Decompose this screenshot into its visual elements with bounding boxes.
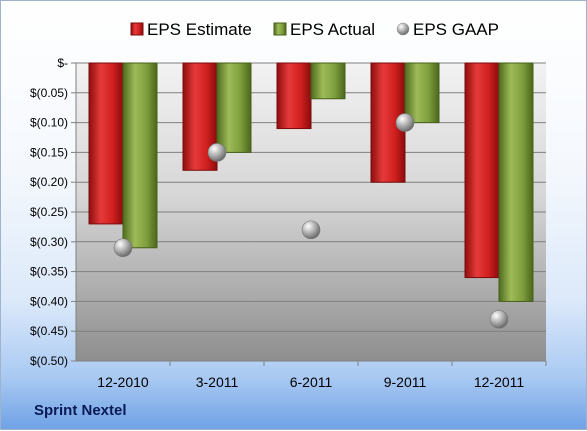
legend-estimate-swatch [130,22,144,36]
y-tick-label: $(0.40) [30,294,68,308]
x-tick-label: 12-2010 [97,374,149,390]
y-tick-label: $- [57,56,68,70]
eps-gaap-marker [113,238,133,258]
eps-actual-bar [404,62,440,124]
eps-estimate-bar [88,62,124,225]
eps-actual-bar [310,62,346,100]
y-tick-label: $(0.15) [30,145,68,159]
y-tick-label: $(0.10) [30,116,68,130]
x-tick-label: 3-2011 [196,374,239,390]
y-tick-label: $(0.25) [30,205,68,219]
legend-label: EPS Estimate [147,20,252,39]
y-tick-label: $(0.05) [30,86,68,100]
x-tick-label: 9-2011 [384,374,427,390]
eps-actual-bar [216,62,252,153]
eps-gaap-marker [395,113,415,132]
eps-actual-bar [498,62,534,302]
gaap-markers [113,113,509,329]
legend-actual-swatch [273,22,287,36]
x-axis: 12-2010 3-2011 6-2011 9-2011 12-2011 [76,360,547,390]
legend: EPS Estimate EPS Actual EPS GAAP [130,20,499,39]
eps-actual-bar [122,62,158,249]
y-axis: $- $(0.05) $(0.10) $(0.15) $(0.20) $(0.25) $(0… [30,56,77,368]
eps-gaap-marker [207,143,227,162]
eps-estimate-bar [464,62,500,279]
bars [88,62,534,302]
y-tick-label: $(0.50) [30,354,68,368]
legend-label: EPS Actual [290,20,375,39]
eps-gaap-marker [489,309,509,329]
legend-label: EPS GAAP [413,20,499,39]
y-tick-label: $(0.45) [30,324,68,338]
eps-estimate-bar [276,62,312,130]
company-name: Sprint Nextel [34,402,127,419]
x-tick-label: 6-2011 [290,374,333,390]
eps-gaap-marker [301,220,321,240]
legend-gaap-swatch [396,22,410,36]
y-tick-label: $(0.30) [30,235,68,249]
y-tick-label: $(0.35) [30,265,68,279]
y-tick-label: $(0.20) [30,175,68,189]
x-tick-label: 12-2011 [474,374,525,390]
